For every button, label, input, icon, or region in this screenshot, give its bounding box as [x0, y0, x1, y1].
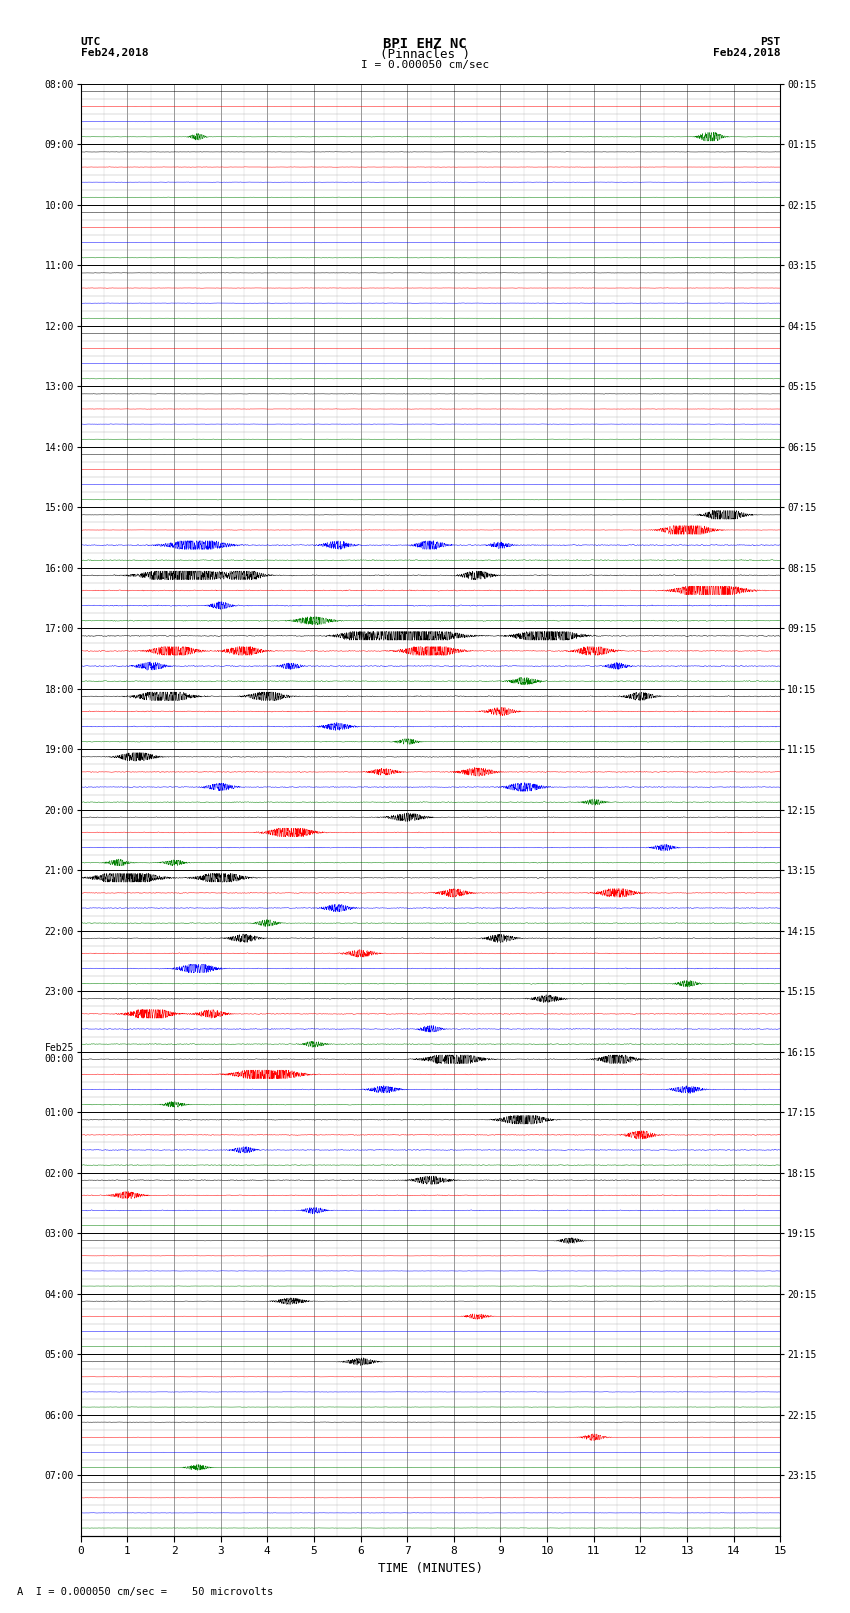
X-axis label: TIME (MINUTES): TIME (MINUTES) — [378, 1561, 483, 1574]
Text: PST: PST — [760, 37, 780, 47]
Text: UTC: UTC — [81, 37, 101, 47]
Text: A  I = 0.000050 cm/sec =    50 microvolts: A I = 0.000050 cm/sec = 50 microvolts — [17, 1587, 273, 1597]
Text: Feb24,2018: Feb24,2018 — [81, 48, 148, 58]
Text: BPI EHZ NC: BPI EHZ NC — [383, 37, 467, 52]
Text: I = 0.000050 cm/sec: I = 0.000050 cm/sec — [361, 60, 489, 69]
Text: (Pinnacles ): (Pinnacles ) — [380, 48, 470, 61]
Text: Feb24,2018: Feb24,2018 — [713, 48, 780, 58]
